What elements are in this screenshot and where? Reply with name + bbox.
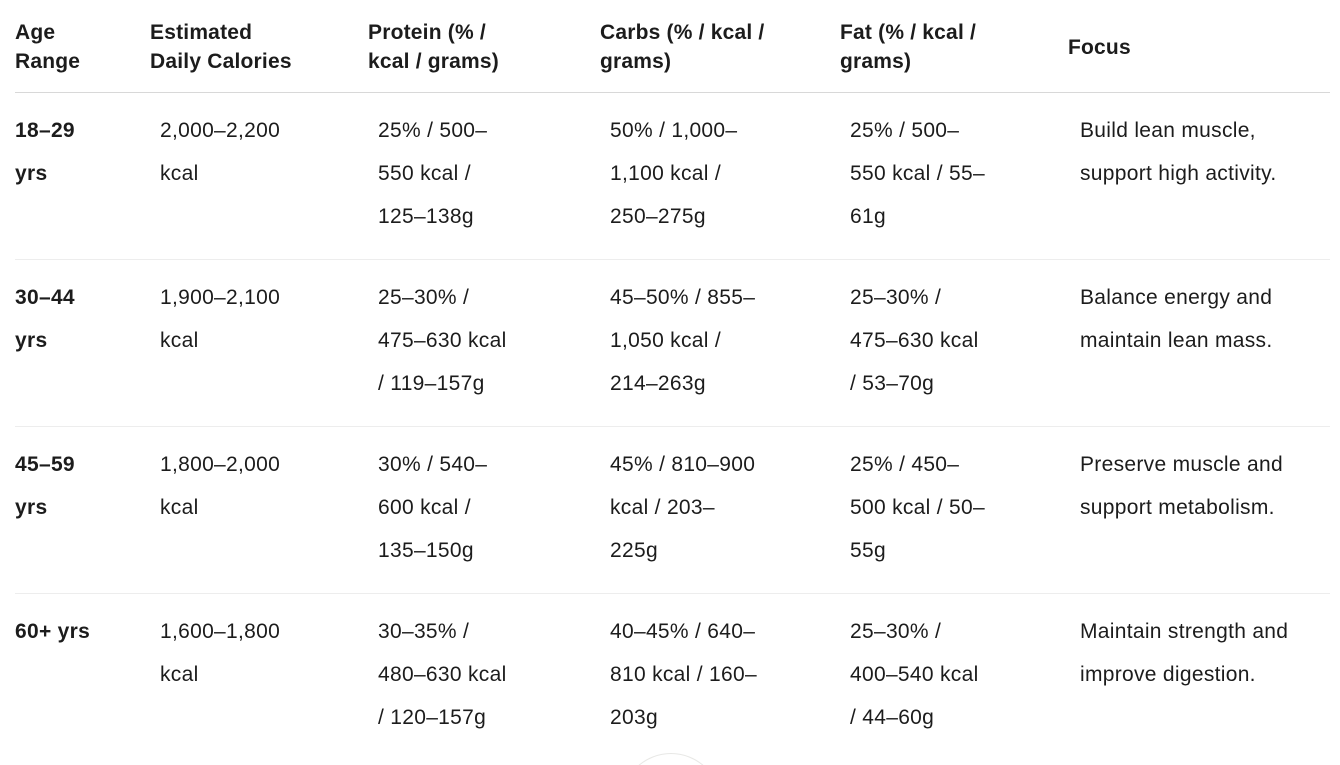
- col-header-age-range: Age Range: [15, 0, 150, 93]
- focus-value: Balance energy and maintain lean mass.: [1080, 286, 1273, 352]
- cell-protein: 30–35% / 480–630 kcal / 120–157g: [368, 594, 600, 761]
- cell-focus: Balance energy and maintain lean mass.: [1068, 259, 1330, 427]
- cell-focus: Preserve muscle and support metabolism.: [1068, 426, 1330, 594]
- fat-value: 25–30% / 400–540 kcal / 44–60g: [850, 620, 979, 729]
- focus-value: Preserve muscle and support metabolism.: [1080, 453, 1283, 519]
- cell-age-range: 45–59 yrs: [15, 426, 150, 594]
- cell-calories: 1,600–1,800 kcal: [150, 594, 368, 761]
- calories-value: 2,000–2,200 kcal: [160, 119, 281, 185]
- col-header-carbs: Carbs (% / kcal / grams): [600, 0, 840, 93]
- cell-protein: 25–30% / 475–630 kcal / 119–157g: [368, 259, 600, 427]
- table-row: 18–29 yrs 2,000–2,200 kcal 25% / 500–550…: [15, 92, 1330, 260]
- cell-focus: Maintain strength and improve digestion.: [1068, 594, 1330, 761]
- col-header-estimated-daily-calories: Estimated Daily Calories: [150, 0, 368, 93]
- protein-value: 25–30% / 475–630 kcal / 119–157g: [378, 286, 507, 395]
- cell-carbs: 45% / 810–900 kcal / 203–225g: [600, 426, 840, 594]
- protein-value: 30–35% / 480–630 kcal / 120–157g: [378, 620, 507, 729]
- carbs-value: 50% / 1,000–1,100 kcal / 250–275g: [610, 119, 738, 228]
- fat-value: 25% / 450–500 kcal / 50–55g: [850, 453, 985, 562]
- age-range-value: 18–29 yrs: [15, 119, 75, 185]
- calories-value: 1,900–2,100 kcal: [160, 286, 281, 352]
- cell-calories: 1,800–2,000 kcal: [150, 426, 368, 594]
- cell-fat: 25–30% / 400–540 kcal / 44–60g: [840, 594, 1068, 761]
- cell-age-range: 30–44 yrs: [15, 259, 150, 427]
- cell-protein: 30% / 540–600 kcal / 135–150g: [368, 426, 600, 594]
- calories-value: 1,800–2,000 kcal: [160, 453, 281, 519]
- col-header-fat: Fat (% / kcal / grams): [840, 0, 1068, 93]
- col-header-protein-label: Protein (% / kcal / grams): [368, 21, 499, 73]
- table-header-row: Age Range Estimated Daily Calories Prote…: [15, 0, 1330, 93]
- col-header-carbs-label: Carbs (% / kcal / grams): [600, 21, 765, 73]
- col-header-fat-label: Fat (% / kcal / grams): [840, 21, 977, 73]
- calories-value: 1,600–1,800 kcal: [160, 620, 281, 686]
- cell-calories: 2,000–2,200 kcal: [150, 92, 368, 260]
- col-header-focus-label: Focus: [1068, 35, 1131, 59]
- age-range-value: 45–59 yrs: [15, 453, 75, 519]
- nutrition-by-age-table: Age Range Estimated Daily Calories Prote…: [15, 0, 1330, 761]
- cell-fat: 25% / 500–550 kcal / 55–61g: [840, 92, 1068, 260]
- cell-protein: 25% / 500–550 kcal / 125–138g: [368, 92, 600, 260]
- cell-age-range: 60+ yrs: [15, 594, 150, 761]
- cell-carbs: 45–50% / 855–1,050 kcal / 214–263g: [600, 259, 840, 427]
- age-range-value: 30–44 yrs: [15, 286, 75, 352]
- col-header-protein: Protein (% / kcal / grams): [368, 0, 600, 93]
- table-row: 30–44 yrs 1,900–2,100 kcal 25–30% / 475–…: [15, 259, 1330, 427]
- col-header-estimated-daily-calories-label: Estimated Daily Calories: [150, 21, 292, 73]
- fat-value: 25% / 500–550 kcal / 55–61g: [850, 119, 985, 228]
- col-header-focus: Focus: [1068, 0, 1330, 93]
- fat-value: 25–30% / 475–630 kcal / 53–70g: [850, 286, 979, 395]
- age-range-value: 60+ yrs: [15, 620, 91, 643]
- cell-calories: 1,900–2,100 kcal: [150, 259, 368, 427]
- col-header-age-range-label: Age Range: [15, 21, 81, 73]
- carbs-value: 45% / 810–900 kcal / 203–225g: [610, 453, 756, 562]
- cell-age-range: 18–29 yrs: [15, 92, 150, 260]
- cell-focus: Build lean muscle, support high activity…: [1068, 92, 1330, 260]
- cell-carbs: 50% / 1,000–1,100 kcal / 250–275g: [600, 92, 840, 260]
- cell-carbs: 40–45% / 640–810 kcal / 160–203g: [600, 594, 840, 761]
- table-row: 60+ yrs 1,600–1,800 kcal 30–35% / 480–63…: [15, 594, 1330, 761]
- protein-value: 30% / 540–600 kcal / 135–150g: [378, 453, 488, 562]
- cell-fat: 25–30% / 475–630 kcal / 53–70g: [840, 259, 1068, 427]
- carbs-value: 45–50% / 855–1,050 kcal / 214–263g: [610, 286, 756, 395]
- cell-fat: 25% / 450–500 kcal / 50–55g: [840, 426, 1068, 594]
- focus-value: Maintain strength and improve digestion.: [1080, 620, 1289, 686]
- table-row: 45–59 yrs 1,800–2,000 kcal 30% / 540–600…: [15, 426, 1330, 594]
- protein-value: 25% / 500–550 kcal / 125–138g: [378, 119, 488, 228]
- focus-value: Build lean muscle, support high activity…: [1080, 119, 1277, 185]
- carbs-value: 40–45% / 640–810 kcal / 160–203g: [610, 620, 757, 729]
